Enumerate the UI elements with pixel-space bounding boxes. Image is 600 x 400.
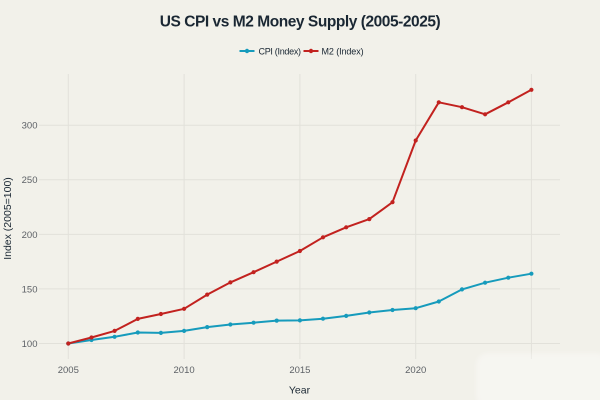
svg-text:100: 100	[22, 339, 38, 350]
svg-text:2005: 2005	[58, 365, 79, 376]
svg-text:Index (2005=100): Index (2005=100)	[2, 177, 14, 260]
svg-text:250: 250	[22, 175, 38, 186]
svg-text:2010: 2010	[174, 365, 195, 376]
svg-text:M2 (Index): M2 (Index)	[322, 46, 364, 56]
svg-text:150: 150	[22, 284, 38, 295]
svg-text:CPI (Index): CPI (Index)	[259, 46, 302, 56]
svg-text:Year: Year	[289, 385, 311, 397]
svg-text:2020: 2020	[405, 365, 426, 376]
svg-text:200: 200	[22, 230, 38, 241]
svg-text:2015: 2015	[289, 365, 310, 376]
svg-text:US CPI vs M2 Money Supply (200: US CPI vs M2 Money Supply (2005-2025)	[160, 14, 441, 31]
svg-text:300: 300	[22, 121, 38, 132]
